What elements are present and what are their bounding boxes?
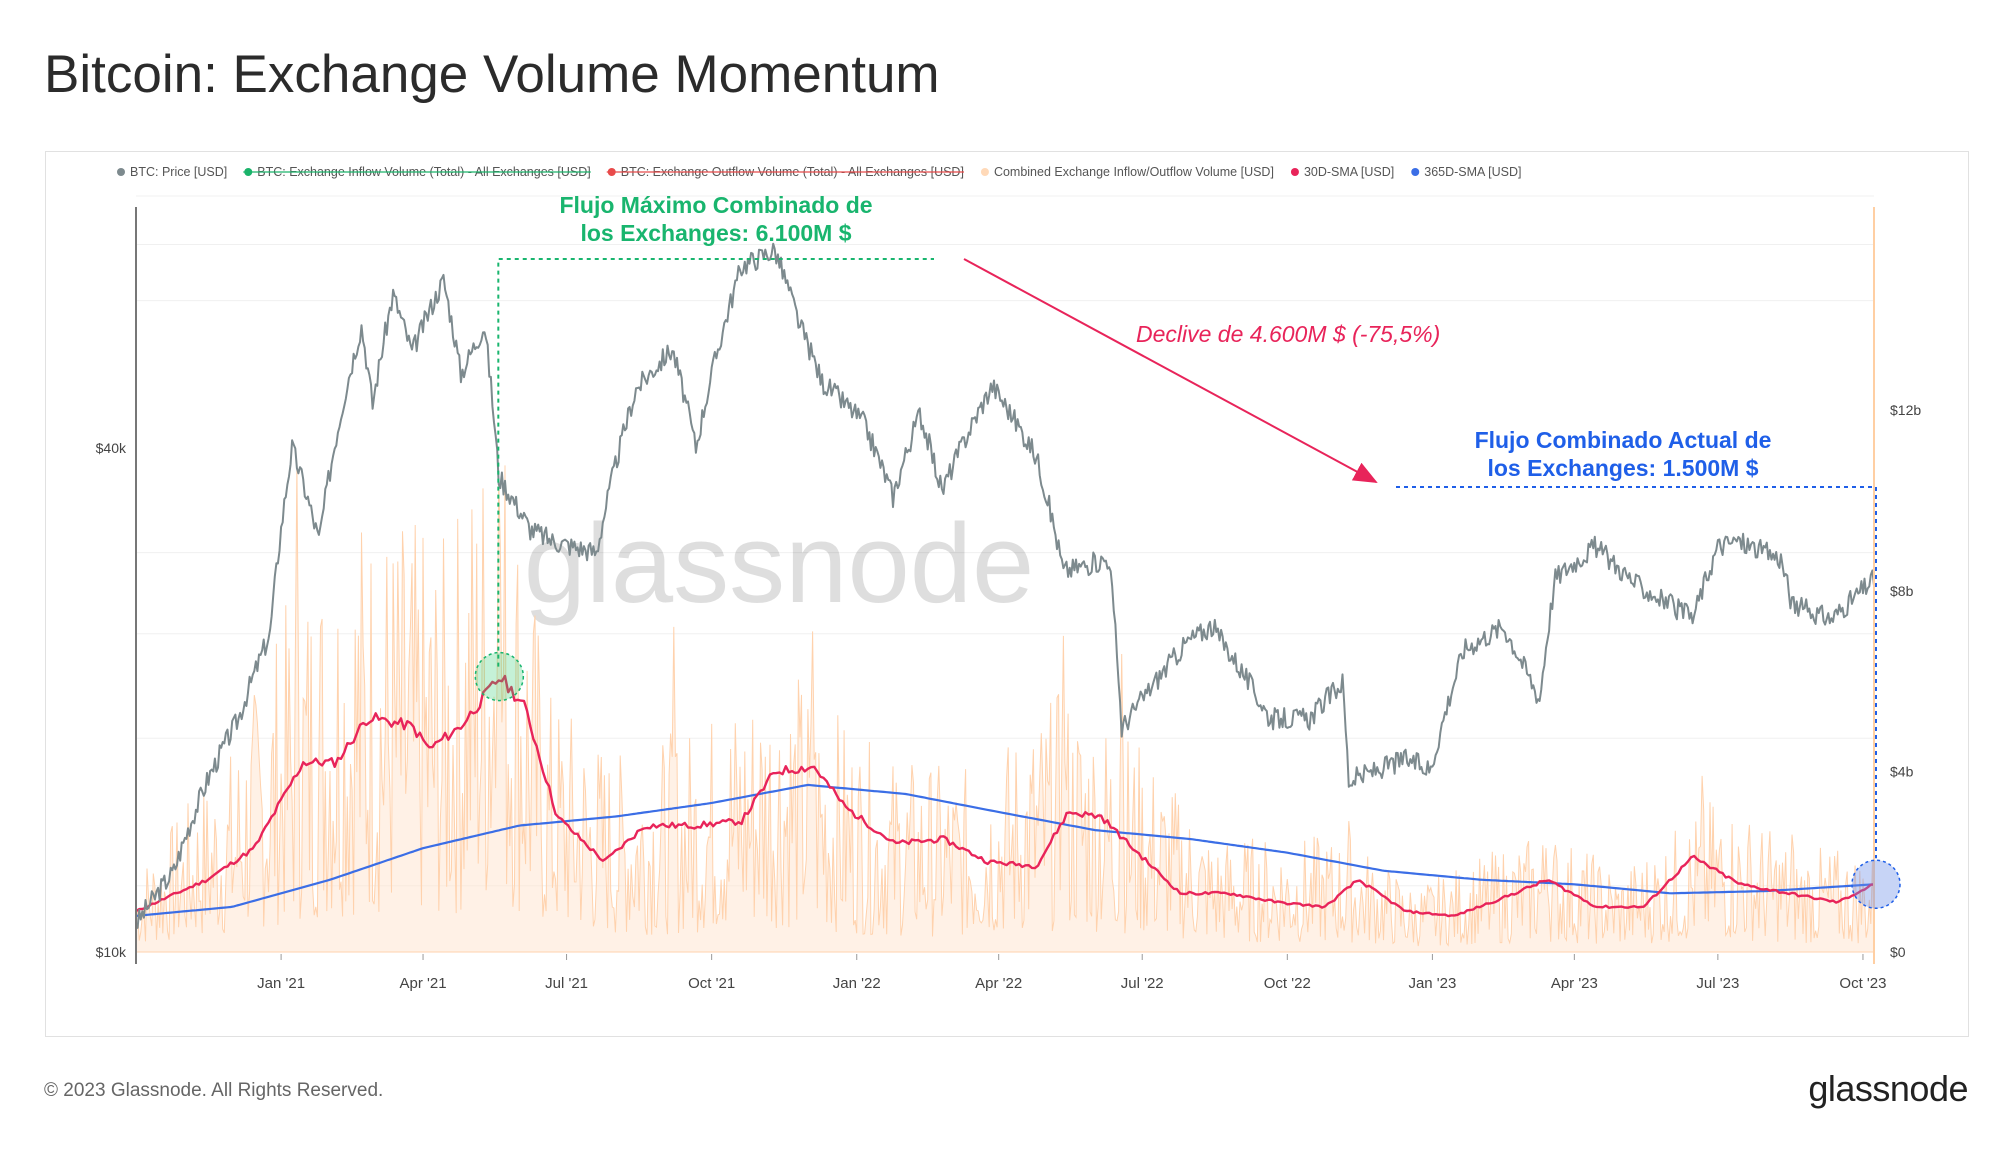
sma365-line xyxy=(135,783,1875,917)
legend-swatch xyxy=(1411,168,1420,176)
x-tick-label: Oct '23 xyxy=(1839,975,1886,992)
x-tick-label: Oct '21 xyxy=(688,975,735,992)
peak-guide-line xyxy=(497,258,934,667)
legend-label: BTC: Price [USD] xyxy=(130,165,227,179)
decline-annotation: Declive de 4.600M $ (-75,5%) xyxy=(1136,321,1440,347)
legend-swatch xyxy=(1290,168,1299,176)
price-series xyxy=(135,242,1875,929)
y-right-tick-label: $8b xyxy=(1890,583,1914,599)
sma30-series xyxy=(135,674,1875,918)
y-left-tick-label: $40k xyxy=(96,440,127,456)
x-tick-label: Apr '23 xyxy=(1551,975,1598,992)
current-annotation-line: Flujo Combinado Actual de xyxy=(1475,427,1772,453)
legend-item-3[interactable]: Combined Exchange Inflow/Outflow Volume … xyxy=(980,165,1274,179)
peak-annotation-line: Flujo Máximo Combinado de xyxy=(559,192,872,218)
peak-annotation-line: los Exchanges: 6.100M $ xyxy=(580,220,851,246)
legend-item-2[interactable]: BTC: Exchange Outflow Volume (Total) - A… xyxy=(606,165,964,179)
chart-panel: BTC: Price [USD] BTC: Exchange Inflow Vol… xyxy=(45,151,1969,1139)
y-left-tick-label: $10k xyxy=(96,944,127,960)
legend-label: Combined Exchange Inflow/Outflow Volume … xyxy=(994,165,1274,179)
legend-swatch xyxy=(980,168,989,176)
watermark: glassnode xyxy=(524,501,1035,626)
y-right-tick-label: $12b xyxy=(1890,402,1921,418)
copyright-text: © 2023 Glassnode. All Rights Reserved. xyxy=(44,1080,384,1101)
axes: $10k $40k $0 $4b $8b $12b Jan '21 Apr '21 Jul '2… xyxy=(96,207,1921,992)
legend-item-4[interactable]: 30D-SMA [USD] xyxy=(1290,165,1394,179)
page-title: Bitcoin: Exchange Volume Momentum xyxy=(44,45,940,104)
sma365-series xyxy=(135,783,1875,917)
legend-label: 365D-SMA [USD] xyxy=(1424,165,1521,179)
sma30-line xyxy=(135,674,1875,918)
x-tick-label: Apr '21 xyxy=(400,975,447,992)
current-guide-line xyxy=(1396,486,1877,859)
legend-item-5[interactable]: 365D-SMA [USD] xyxy=(1411,165,1522,179)
peak-marker xyxy=(474,651,525,702)
x-tick-label: Apr '22 xyxy=(975,975,1022,992)
x-tick-label: Jan '22 xyxy=(833,975,881,992)
x-tick-label: Oct '22 xyxy=(1264,975,1311,992)
legend[interactable]: BTC: Price [USD] BTC: Exchange Inflow Vol… xyxy=(117,165,1522,179)
x-tick-label: Jan '21 xyxy=(257,975,305,992)
decline-arrow xyxy=(963,258,1378,483)
y-right-tick-label: $4b xyxy=(1890,763,1914,779)
legend-item-0[interactable]: BTC: Price [USD] xyxy=(117,165,227,179)
chart: BTC: Price [USD] BTC: Exchange Inflow Vol… xyxy=(96,165,1921,1139)
legend-swatch xyxy=(117,168,125,176)
brand-logo: glassnode xyxy=(1808,1068,1968,1109)
x-tick-label: Jan '23 xyxy=(1408,975,1456,992)
x-tick-label: Jul '23 xyxy=(1696,975,1739,992)
y-right-tick-label: $0 xyxy=(1890,944,1906,960)
price-line xyxy=(135,242,1875,929)
legend-label: 30D-SMA [USD] xyxy=(1304,165,1394,179)
current-marker xyxy=(1851,859,1901,910)
x-tick-label: Jul '22 xyxy=(1121,975,1164,992)
current-annotation-line: los Exchanges: 1.500M $ xyxy=(1487,455,1758,481)
x-tick-label: Jul '21 xyxy=(545,975,588,992)
legend-item-1[interactable]: BTC: Exchange Inflow Volume (Total) - Al… xyxy=(243,165,591,179)
